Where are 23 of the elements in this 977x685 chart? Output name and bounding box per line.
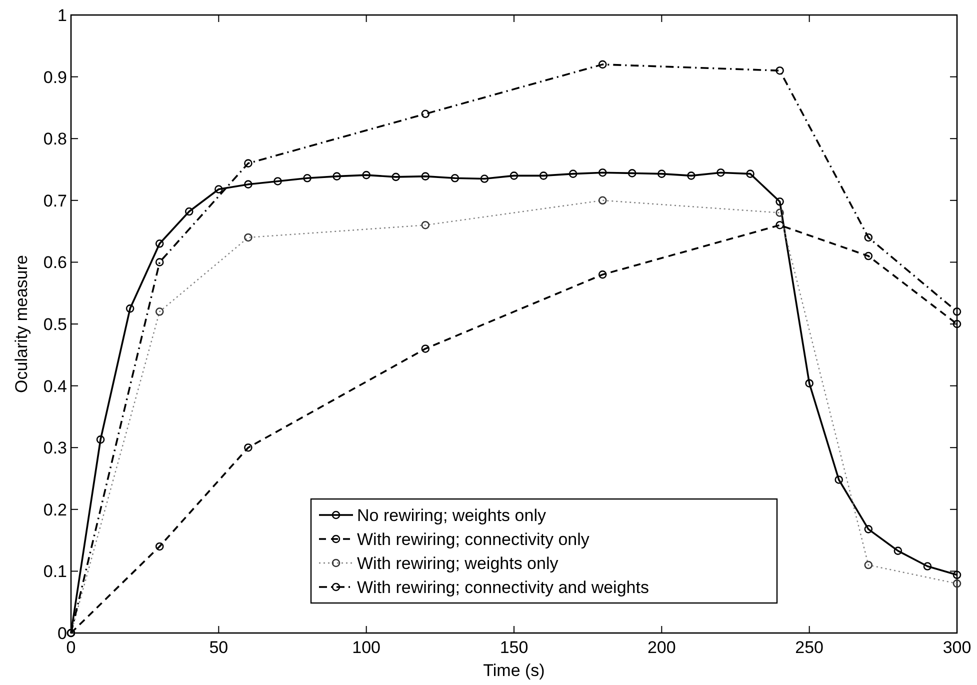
y-tick-label: 0 xyxy=(58,624,67,643)
legend-label: With rewiring; connectivity only xyxy=(357,530,590,549)
y-tick-label: 0.6 xyxy=(43,253,67,272)
x-tick-label: 100 xyxy=(352,638,381,657)
y-tick-label: 0.1 xyxy=(43,562,67,582)
x-axis-title: Time (s) xyxy=(483,661,545,680)
y-tick-label: 0.9 xyxy=(43,68,67,87)
x-tick-label: 50 xyxy=(209,638,228,657)
legend-label: With rewiring; weights only xyxy=(357,554,559,573)
y-tick-label: 0.7 xyxy=(43,191,67,210)
y-tick-label: 0.4 xyxy=(43,376,67,396)
legend-label: With rewiring; connectivity and weights xyxy=(357,578,649,597)
y-tick-label: 0.3 xyxy=(43,438,67,458)
y-tick-label: 0.2 xyxy=(43,500,67,520)
x-tick-label: 200 xyxy=(647,638,676,657)
y-axis-title: Ocularity measure xyxy=(12,255,31,393)
y-tick-label: 0.5 xyxy=(43,315,67,334)
y-tick-label: 1 xyxy=(58,6,67,25)
legend-label: No rewiring; weights only xyxy=(357,506,546,525)
x-tick-label: 250 xyxy=(795,638,824,657)
x-tick-label: 150 xyxy=(500,638,528,657)
y-tick-label: 0.8 xyxy=(43,130,67,149)
x-tick-label: 300 xyxy=(942,638,972,657)
